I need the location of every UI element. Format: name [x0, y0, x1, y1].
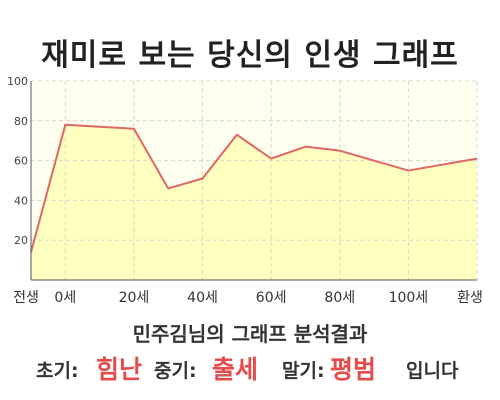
ending-text: 입니다 — [406, 360, 459, 382]
result-summary: 초기: 힘난 중기: 출세 말기: 평범 입니다 — [0, 348, 500, 384]
series-line — [30, 123, 478, 253]
x-tick-label: 40세 — [187, 290, 218, 306]
x-tick-label: 환생 — [457, 290, 483, 306]
x-tick-label: 100세 — [389, 290, 429, 306]
x-tick-label: 전생 — [13, 290, 39, 306]
y-tick-label: 80 — [14, 115, 28, 128]
x-tick-label: 80세 — [324, 290, 355, 306]
x-tick-label: 20세 — [119, 290, 150, 306]
chart-title: 재미로 보는 당신의 인생 그래프 — [41, 38, 459, 73]
area-fill — [31, 124, 477, 280]
late-label: 말기: — [282, 360, 325, 382]
early-label: 초기: — [36, 360, 79, 382]
late-value: 평범 — [330, 355, 377, 384]
y-tick-label: 60 — [14, 155, 28, 168]
middle-label: 중기: — [154, 360, 197, 382]
x-tick-label: 60세 — [256, 290, 287, 306]
y-tick-label: 40 — [14, 194, 28, 207]
y-tick-label: 20 — [14, 234, 28, 247]
y-tick-label: 100 — [7, 75, 28, 88]
early-value: 힘난 — [96, 355, 143, 384]
x-tick-label: 0세 — [54, 290, 76, 306]
result-heading: 민주김님의 그래프 분석결과 — [132, 322, 368, 346]
middle-value: 출세 — [212, 355, 259, 384]
